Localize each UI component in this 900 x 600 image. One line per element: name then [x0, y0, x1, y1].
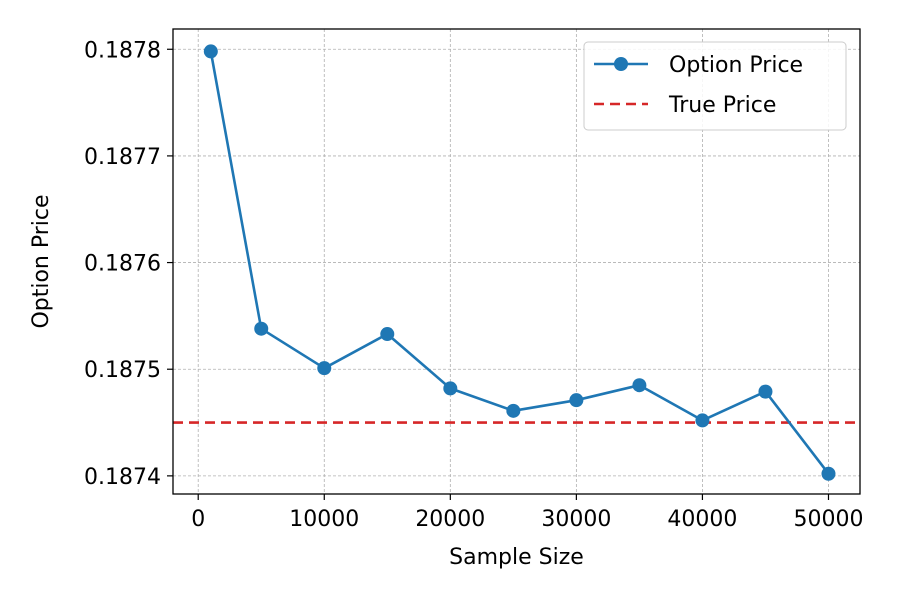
legend-option-price-marker: [614, 57, 628, 71]
option-price-point: [758, 384, 773, 399]
x-tick-label: 30000: [541, 507, 611, 532]
legend-box: [583, 41, 847, 131]
grid: [173, 29, 860, 494]
y-tick-label: 0.1874: [84, 465, 161, 490]
y-tick-label: 0.1877: [84, 145, 161, 170]
y-tick-label: 0.1875: [84, 358, 161, 383]
option-price-point: [506, 403, 521, 418]
x-axis-ticks: 0 10000 20000 30000 40000 50000: [191, 494, 863, 532]
y-axis-label: Option Price: [29, 194, 54, 328]
x-axis-label: Sample Size: [449, 545, 584, 570]
option-price-point: [821, 466, 836, 481]
plot-area-frame: [172, 28, 861, 495]
y-tick-label: 0.1878: [84, 38, 161, 63]
y-axis-ticks: 0.1874 0.1875 0.1876 0.1877 0.1878: [84, 38, 173, 490]
legend: Option Price True Price: [583, 41, 847, 131]
option-price-point: [203, 44, 218, 59]
option-price-layer: [203, 44, 836, 481]
option-price-point: [254, 321, 269, 336]
x-tick-label: 20000: [415, 507, 485, 532]
legend-option-price-label: Option Price: [669, 53, 803, 78]
x-tick-label: 40000: [667, 507, 737, 532]
option-price-point: [695, 413, 710, 428]
option-price-point: [569, 393, 584, 408]
y-tick-label: 0.1876: [84, 252, 161, 277]
x-tick-label: 10000: [289, 507, 359, 532]
legend-true-price-label: True Price: [668, 93, 776, 118]
option-price-point: [317, 361, 332, 376]
option-price-point: [380, 327, 395, 342]
option-price-point: [632, 378, 647, 393]
option-price-point: [443, 381, 458, 396]
x-tick-label: 0: [191, 507, 205, 532]
x-tick-label: 50000: [793, 507, 863, 532]
